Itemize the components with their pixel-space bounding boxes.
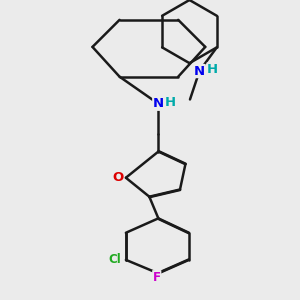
Text: N: N	[153, 97, 164, 110]
Text: O: O	[112, 171, 124, 184]
Text: F: F	[153, 271, 161, 284]
Text: Cl: Cl	[108, 253, 121, 266]
Text: H: H	[207, 63, 218, 76]
Text: N: N	[194, 64, 205, 78]
Text: H: H	[165, 96, 176, 109]
